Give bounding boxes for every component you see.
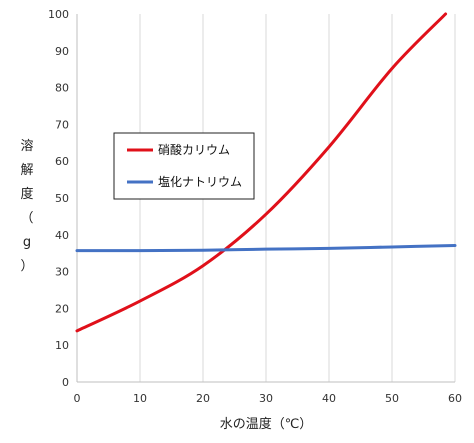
series-line-sodium-chloride: [75, 243, 457, 253]
legend-label-sodium-chloride: 塩化ナトリウム: [158, 174, 242, 189]
x-tick-label: 10: [133, 392, 147, 405]
y-tick-label: 80: [55, 82, 69, 95]
y-tick-label: 100: [48, 8, 69, 21]
axes: [76, 14, 455, 383]
y-axis-title: 溶解度（ g）: [20, 139, 33, 274]
y-tick-label: 50: [55, 192, 69, 205]
x-axis-title: 水の温度（℃）: [220, 416, 313, 432]
x-tick-label: 30: [259, 392, 273, 405]
y-tick-label: 70: [55, 118, 69, 131]
x-tick-label: 0: [74, 392, 81, 405]
series-line-potassium-nitrate: [75, 12, 448, 333]
legend-label-potassium-nitrate: 硝酸カリウム: [158, 142, 230, 157]
y-tick-label: 10: [55, 339, 69, 352]
x-tick-label: 50: [385, 392, 399, 405]
y-tick-label: 40: [55, 229, 69, 242]
tick-labels: 0 10 20 30 40 50 60 0 10 20 30 40 50 60 70 80 90 100: [48, 8, 462, 405]
x-tick-label: 20: [196, 392, 210, 405]
x-tick-label: 40: [322, 392, 336, 405]
y-tick-label: 20: [55, 302, 69, 315]
y-tick-label: 90: [55, 45, 69, 58]
legend: 硝酸カリウム 塩化ナトリウム: [113, 132, 255, 200]
y-tick-label: 30: [55, 266, 69, 279]
y-tick-label: 60: [55, 155, 69, 168]
y-tick-label: 0: [62, 376, 69, 389]
grid-lines: [139, 14, 456, 382]
legend-box: [113, 132, 255, 200]
x-tick-label: 60: [448, 392, 462, 405]
series-lines: [75, 12, 457, 333]
